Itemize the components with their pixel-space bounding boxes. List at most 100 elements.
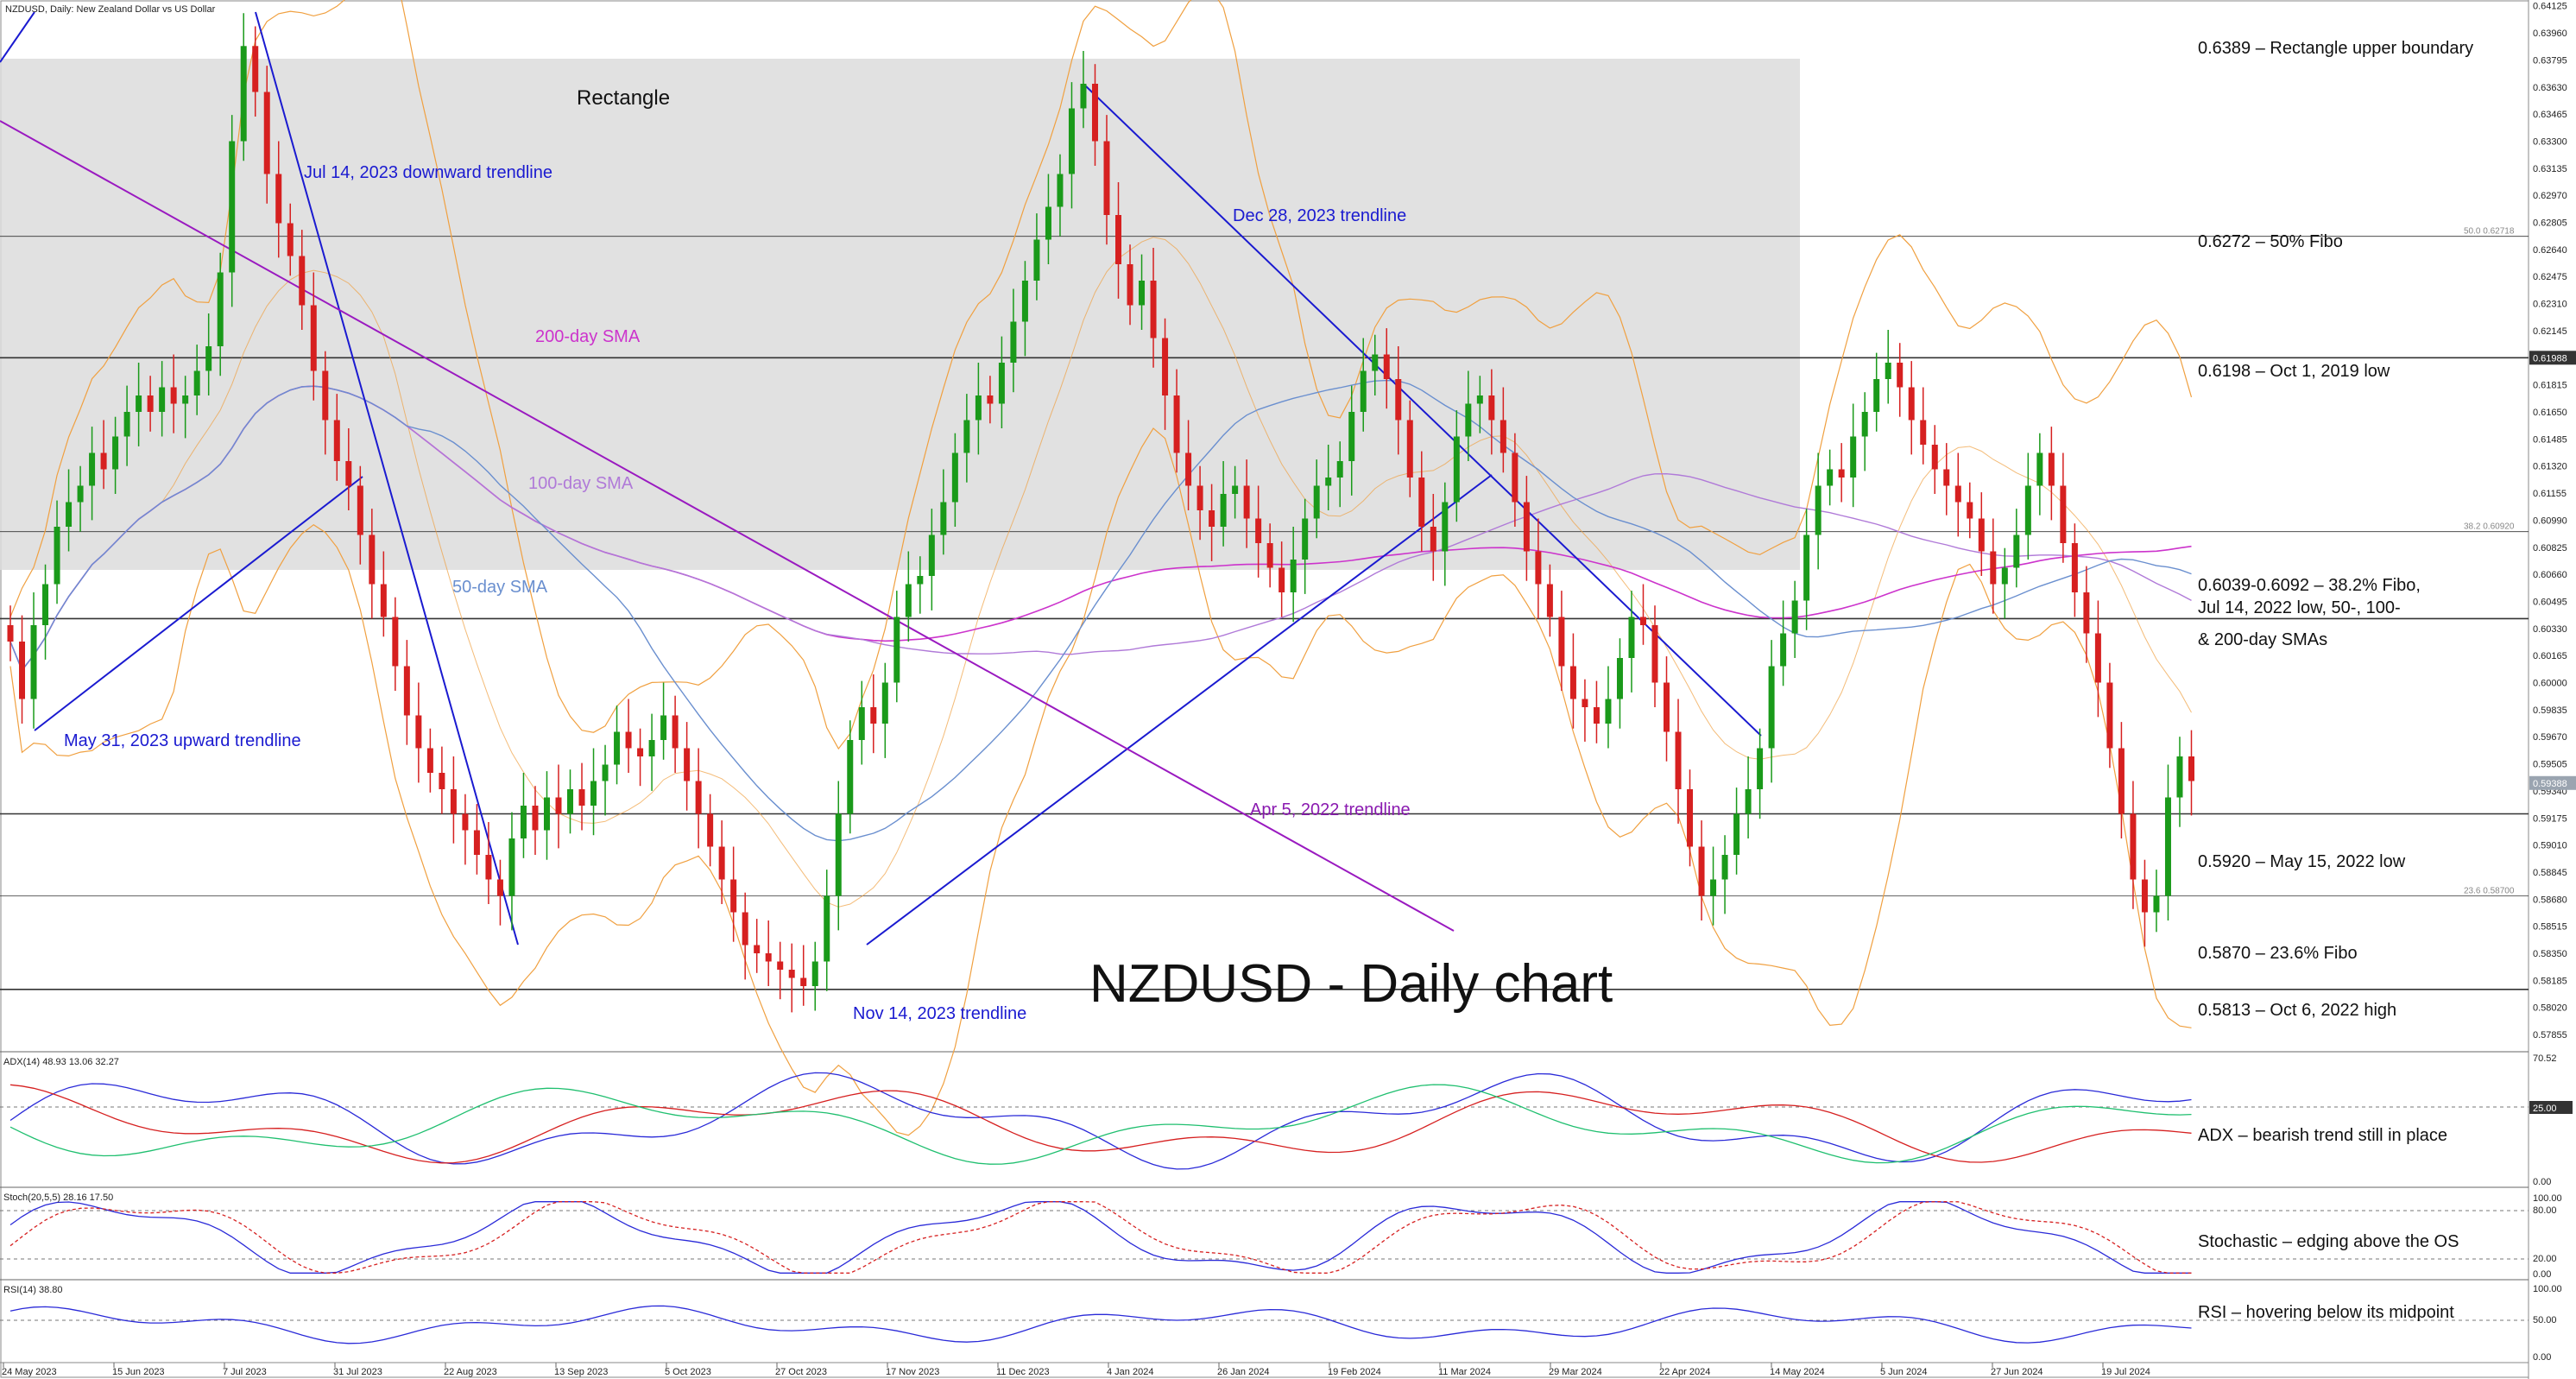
price-tick-16: 0.61485 <box>2533 434 2567 445</box>
time-tick-10: 4 Jan 2024 <box>1107 1367 1153 1377</box>
candlesticks <box>7 13 2194 1013</box>
candle-body-185 <box>2164 797 2171 896</box>
price-tick-38: 0.57855 <box>2533 1030 2567 1041</box>
candle-body-26 <box>310 305 317 371</box>
candle-body-176 <box>2060 485 2067 543</box>
candle-body-123 <box>1442 502 1449 552</box>
candle-body-146 <box>1710 879 1717 896</box>
bollinger-bands <box>9 0 2193 1136</box>
candle-body-73 <box>858 707 865 740</box>
candle-body-2 <box>30 625 37 699</box>
candle-body-69 <box>811 961 818 986</box>
candle-body-62 <box>730 879 737 913</box>
candle-body-158 <box>1850 436 1857 478</box>
candle-body-187 <box>2188 756 2194 781</box>
candle-body-169 <box>1978 518 1985 552</box>
stoch-header: Stoch(20,5,5) 28.16 17.50 <box>3 1192 113 1203</box>
adx-plus-di-line <box>9 1084 2192 1165</box>
candle-body-126 <box>1476 395 1483 404</box>
candle-body-165 <box>1931 445 1938 470</box>
candle-body-12 <box>147 395 154 412</box>
annotation-6: 0.5920 – May 15, 2022 low <box>2198 852 2406 871</box>
candle-body-145 <box>1698 846 1705 896</box>
candle-body-22 <box>263 92 270 174</box>
candle-body-55 <box>648 740 655 756</box>
time-tick-15: 22 Apr 2024 <box>1659 1367 1710 1377</box>
time-tick-8: 17 Nov 2023 <box>886 1367 939 1377</box>
candle-body-5 <box>66 502 73 527</box>
candle-body-183 <box>2141 879 2148 913</box>
adx-line <box>9 1072 2192 1170</box>
candle-body-157 <box>1838 469 1845 478</box>
candle-body-77 <box>905 584 912 617</box>
candle-body-104 <box>1220 494 1227 527</box>
candle-body-154 <box>1803 535 1810 601</box>
candle-body-159 <box>1861 412 1868 437</box>
candle-body-4 <box>54 527 60 585</box>
candle-body-50 <box>590 781 597 806</box>
candle-body-186 <box>2176 756 2183 798</box>
candle-body-78 <box>917 576 924 585</box>
price-tick-25: 0.60000 <box>2533 679 2567 689</box>
candle-body-79 <box>928 535 935 576</box>
candle-body-156 <box>1827 469 1834 486</box>
candle-body-112 <box>1313 485 1320 519</box>
price-tick-14: 0.61815 <box>2533 381 2567 391</box>
adx-level-box <box>2529 1101 2573 1114</box>
candle-body-21 <box>252 46 259 92</box>
candle-body-163 <box>1908 387 1915 421</box>
candle-body-61 <box>718 846 725 880</box>
bollinger-upper <box>9 0 2193 750</box>
adx-tick-mid: 25.00 <box>2533 1104 2557 1114</box>
candle-body-111 <box>1302 518 1309 560</box>
resistance-price-box <box>2529 351 2576 365</box>
candle-body-135 <box>1582 699 1588 707</box>
candle-body-60 <box>707 813 714 847</box>
candle-body-89 <box>1045 206 1051 240</box>
candle-body-47 <box>555 797 562 814</box>
candle-body-48 <box>567 789 574 814</box>
candle-body-144 <box>1687 789 1694 847</box>
price-tick-35: 0.58350 <box>2533 949 2567 959</box>
annotation-8: 0.5813 – Oct 6, 2022 high <box>2198 1001 2396 1020</box>
annotation-7: 0.5870 – 23.6% Fibo <box>2198 944 2358 963</box>
candle-body-181 <box>2118 748 2125 814</box>
last-price-label: 0.59388 <box>2533 779 2567 789</box>
candle-body-139 <box>1628 617 1635 658</box>
rsi-tick-100: 100.00 <box>2533 1284 2562 1294</box>
candle-body-148 <box>1733 813 1740 855</box>
candle-body-44 <box>520 806 527 838</box>
price-axis-ticks: 0.64125 0.63960 0.63795 0.63630 0.63465 0.633… <box>2529 2 2576 1041</box>
candle-body-32 <box>380 584 387 617</box>
rsi-note: RSI – hovering below its midpoint <box>2198 1303 2454 1322</box>
candle-body-10 <box>123 412 130 437</box>
stoch-tick-0: 0.00 <box>2533 1269 2551 1280</box>
price-tick-17: 0.61320 <box>2533 462 2567 472</box>
candle-body-150 <box>1757 748 1764 789</box>
candle-body-160 <box>1873 379 1880 412</box>
candle-body-15 <box>182 395 189 404</box>
candle-body-105 <box>1232 485 1239 494</box>
candle-body-174 <box>2036 452 2043 486</box>
rectangle-label: Rectangle <box>577 86 670 110</box>
candle-body-115 <box>1348 412 1355 461</box>
candle-body-37 <box>439 773 445 789</box>
price-tick-4: 0.63465 <box>2533 110 2567 120</box>
candle-body-155 <box>1815 485 1822 535</box>
candle-body-41 <box>485 855 492 880</box>
price-tick-37: 0.58020 <box>2533 1003 2567 1014</box>
candle-body-170 <box>1990 551 1997 585</box>
time-tick-6: 5 Oct 2023 <box>665 1367 711 1377</box>
candle-body-76 <box>893 617 900 683</box>
candle-body-58 <box>684 748 691 781</box>
candle-body-93 <box>1091 84 1098 142</box>
price-tick-34: 0.58515 <box>2533 922 2567 933</box>
candle-body-34 <box>403 666 410 716</box>
candle-body-173 <box>2024 485 2031 535</box>
time-tick-16: 14 May 2024 <box>1770 1367 1825 1377</box>
candle-body-164 <box>1920 420 1927 445</box>
candle-body-142 <box>1664 682 1670 732</box>
candle-body-94 <box>1103 141 1110 215</box>
nov14-trendline-label: Nov 14, 2023 trendline <box>853 1004 1026 1023</box>
